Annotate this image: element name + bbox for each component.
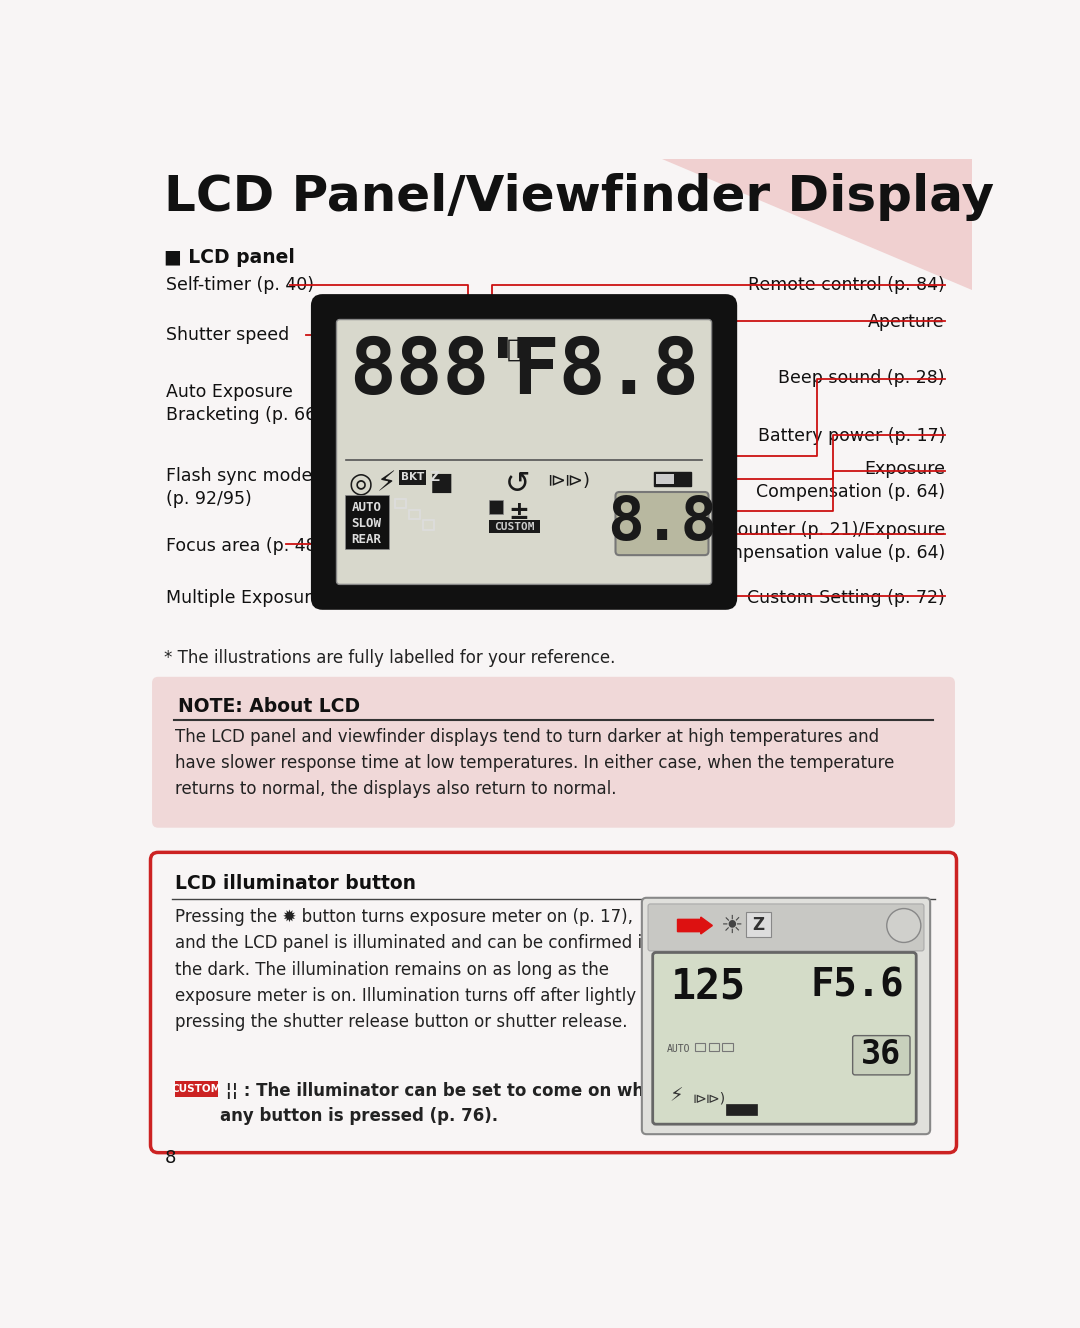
- Text: ⧐⧐): ⧐⧐): [548, 471, 591, 490]
- Text: 36: 36: [861, 1038, 902, 1072]
- Text: Shutter speed: Shutter speed: [166, 325, 289, 344]
- Text: ■: ■: [430, 470, 454, 494]
- Text: AUTO: AUTO: [666, 1044, 690, 1054]
- Text: ⧐⧐): ⧐⧐): [693, 1092, 726, 1106]
- Text: AUTO
SLOW
REAR: AUTO SLOW REAR: [352, 501, 381, 546]
- FancyArrow shape: [677, 918, 713, 934]
- FancyBboxPatch shape: [337, 320, 712, 584]
- Text: Multiple Exposure (p. 69): Multiple Exposure (p. 69): [166, 590, 386, 607]
- Text: LCD illuminator button: LCD illuminator button: [175, 874, 416, 892]
- FancyBboxPatch shape: [489, 499, 503, 514]
- Text: Focus area (p. 48): Focus area (p. 48): [166, 537, 323, 555]
- FancyBboxPatch shape: [648, 904, 924, 951]
- FancyBboxPatch shape: [654, 471, 691, 486]
- Text: Flash sync mode
(p. 92/95): Flash sync mode (p. 92/95): [166, 467, 312, 509]
- Text: Exposure
Compensation (p. 64): Exposure Compensation (p. 64): [756, 459, 945, 501]
- Text: NOTE: About LCD: NOTE: About LCD: [177, 697, 360, 716]
- FancyBboxPatch shape: [150, 853, 957, 1153]
- Text: ↺: ↺: [505, 470, 530, 499]
- Text: Pressing the ✹ button turns exposure meter on (p. 17),
and the LCD panel is illu: Pressing the ✹ button turns exposure met…: [175, 908, 653, 1032]
- Text: ⌕: ⌕: [508, 339, 523, 363]
- Text: * The illustrations are fully labelled for your reference.: * The illustrations are fully labelled f…: [164, 649, 616, 667]
- Text: Remote control (p. 84): Remote control (p. 84): [748, 276, 945, 295]
- Text: 888": 888": [349, 335, 536, 410]
- Text: BKT: BKT: [401, 473, 424, 482]
- FancyBboxPatch shape: [311, 293, 738, 610]
- Text: ■ LCD panel: ■ LCD panel: [164, 248, 295, 267]
- FancyBboxPatch shape: [152, 677, 955, 827]
- FancyBboxPatch shape: [400, 470, 426, 485]
- Text: ⚡: ⚡: [670, 1086, 684, 1106]
- Text: Frame counter (p. 21)/Exposure
Compensation value (p. 64): Frame counter (p. 21)/Exposure Compensat…: [667, 522, 945, 562]
- Text: F8.8: F8.8: [512, 335, 699, 410]
- Text: 8: 8: [164, 1149, 176, 1166]
- Text: The LCD panel and viewfinder displays tend to turn darker at high temperatures a: The LCD panel and viewfinder displays te…: [175, 728, 894, 798]
- FancyBboxPatch shape: [642, 898, 930, 1134]
- Text: CUSTOM: CUSTOM: [495, 522, 535, 531]
- Text: Aperture: Aperture: [868, 313, 945, 332]
- FancyBboxPatch shape: [656, 474, 674, 485]
- Text: 8.8: 8.8: [607, 494, 717, 552]
- Text: Beep sound (p. 28): Beep sound (p. 28): [779, 369, 945, 386]
- FancyBboxPatch shape: [175, 1081, 218, 1097]
- Text: ±: ±: [509, 499, 529, 523]
- Text: ⚡: ⚡: [377, 469, 396, 497]
- Text: ☀: ☀: [720, 914, 743, 938]
- Text: Z: Z: [752, 916, 765, 934]
- Polygon shape: [662, 159, 972, 291]
- Text: F5.6: F5.6: [810, 967, 904, 1004]
- Circle shape: [887, 908, 921, 943]
- Text: 125: 125: [670, 967, 745, 1008]
- FancyBboxPatch shape: [652, 952, 916, 1125]
- Text: Custom Setting (p. 72): Custom Setting (p. 72): [747, 590, 945, 607]
- FancyBboxPatch shape: [616, 491, 708, 555]
- FancyBboxPatch shape: [345, 495, 389, 548]
- Text: Battery power (p. 17): Battery power (p. 17): [757, 428, 945, 445]
- FancyBboxPatch shape: [745, 912, 770, 938]
- FancyBboxPatch shape: [489, 521, 540, 533]
- FancyBboxPatch shape: [852, 1036, 910, 1074]
- Text: ◎: ◎: [349, 469, 374, 497]
- Text: Auto Exposure
Bracketing (p. 66): Auto Exposure Bracketing (p. 66): [166, 382, 323, 424]
- Text: Z: Z: [430, 470, 440, 485]
- Text: CUSTOM: CUSTOM: [172, 1084, 221, 1094]
- Text: ¦¦ : The illuminator can be set to come on when
any button is pressed (p. 76).: ¦¦ : The illuminator can be set to come …: [220, 1082, 667, 1125]
- Text: LCD Panel/Viewfinder Display: LCD Panel/Viewfinder Display: [164, 173, 995, 222]
- FancyBboxPatch shape: [726, 1104, 757, 1116]
- Text: Self-timer (p. 40): Self-timer (p. 40): [166, 276, 314, 295]
